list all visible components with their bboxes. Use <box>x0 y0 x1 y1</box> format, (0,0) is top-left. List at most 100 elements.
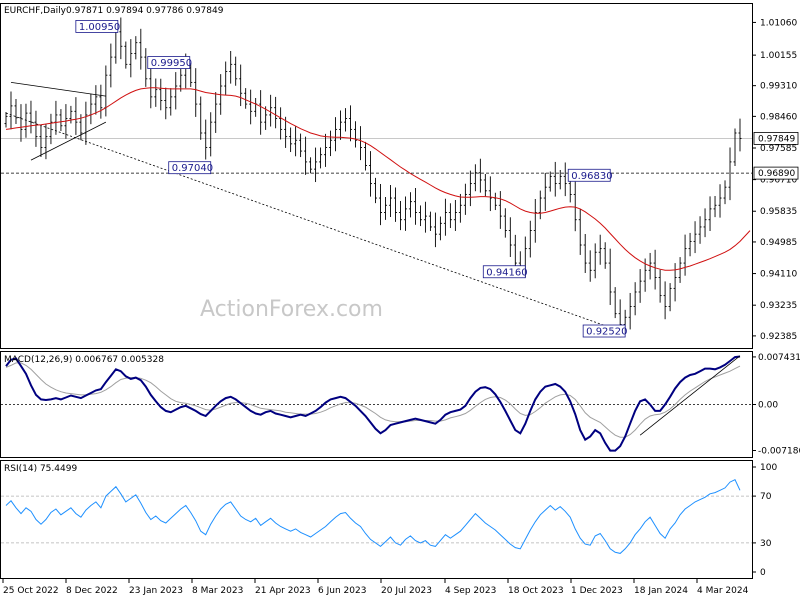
price-bar <box>274 96 278 129</box>
price-tick-label: 0.93235 <box>760 301 797 311</box>
price-bar <box>144 48 148 87</box>
price-bar <box>373 177 377 204</box>
rsi-tick-label: 0 <box>760 568 766 578</box>
triangle-upper-line <box>10 82 106 97</box>
price-bar <box>244 88 248 109</box>
macd-tick-label: 0.00 <box>758 401 778 411</box>
price-tick-label: 0.96710 <box>760 176 797 186</box>
price-bar <box>438 216 442 241</box>
price-bar <box>369 151 373 197</box>
price-bar <box>423 201 427 233</box>
price-bar <box>668 283 672 312</box>
annotation-box <box>567 168 611 182</box>
price-bar <box>708 196 712 231</box>
price-bar <box>109 43 113 88</box>
price-bar <box>154 78 158 107</box>
price-bar <box>129 39 133 78</box>
date-tick-label: 18 Jan 2024 <box>634 586 688 596</box>
price-bar <box>563 162 567 197</box>
price-bar <box>29 100 33 134</box>
annotation: 0.94160 <box>482 265 528 279</box>
price-tick-label: 0.94110 <box>760 270 797 280</box>
date-tick-label: 25 Oct 2022 <box>3 586 59 596</box>
price-bar <box>229 50 233 84</box>
price-bar <box>4 112 8 128</box>
annotation: 0.99950 <box>147 56 192 69</box>
price-bar <box>388 184 392 218</box>
price-bar <box>543 172 547 211</box>
price-bar <box>304 136 308 175</box>
price-bar <box>314 147 318 183</box>
price-bar <box>14 98 18 125</box>
date-tick-label: 18 Oct 2023 <box>508 586 564 596</box>
price-bar <box>688 232 692 257</box>
price-bar <box>698 216 702 244</box>
price-bar <box>433 212 437 248</box>
price-bar <box>628 292 632 330</box>
rsi-panel-frame <box>0 460 753 579</box>
price-bar <box>319 147 323 169</box>
price-bar <box>69 105 73 124</box>
annotation-label: 0.92520 <box>586 327 627 338</box>
price-bar <box>224 61 228 96</box>
price-bar <box>553 161 557 197</box>
price-bar <box>578 208 582 255</box>
date-tick-label: 1 Dec 2023 <box>571 586 623 596</box>
price-bar <box>74 97 78 135</box>
last-price-label-box <box>753 132 799 145</box>
price-bar <box>588 250 592 282</box>
price-bar <box>99 84 103 119</box>
date-tick-label: 8 Mar 2023 <box>192 586 243 596</box>
price-bar <box>378 183 382 226</box>
price-bar <box>134 36 138 60</box>
price-bar <box>334 117 338 152</box>
price-bar <box>413 188 417 225</box>
price-bar <box>693 221 697 254</box>
price-bar <box>209 112 213 157</box>
price-bar <box>593 243 597 279</box>
price-bar <box>289 127 293 153</box>
price-bar <box>538 190 542 220</box>
triangle-lower-line <box>30 121 107 161</box>
price-bar <box>34 110 38 147</box>
annotation-box <box>482 265 526 279</box>
price-bar <box>418 205 422 227</box>
price-bar <box>583 234 587 273</box>
price-bar <box>663 281 667 320</box>
annotation-label: 0.99950 <box>151 58 192 69</box>
ohlc-readout: 0.97871 0.97894 0.97786 0.97849 <box>66 6 224 16</box>
price-bar <box>503 208 507 238</box>
annotation: 0.92520 <box>582 324 628 338</box>
price-bar <box>733 128 737 166</box>
annotation-label: 1.00950 <box>79 22 120 33</box>
price-bar <box>59 109 63 132</box>
price-bar <box>728 147 732 201</box>
price-tick-label: 0.92385 <box>760 332 797 342</box>
annotation-box <box>75 20 119 33</box>
price-bar <box>713 196 717 218</box>
price-bar <box>393 187 397 222</box>
moving-average-line <box>5 87 751 271</box>
price-bar <box>723 180 727 205</box>
rsi-line <box>5 479 741 554</box>
price-bar <box>403 196 407 231</box>
rsi-header: RSI(14) 75.4499 <box>4 464 77 474</box>
macd-header: MACD(12,26,9) 0.006767 0.005328 <box>4 355 164 365</box>
price-bar <box>19 104 23 142</box>
last-price-label: 0.97849 <box>758 134 795 144</box>
date-tick-label: 23 Jan 2023 <box>129 586 183 596</box>
price-bar <box>234 56 238 86</box>
price-bar <box>204 119 208 160</box>
annotation-box <box>147 56 191 69</box>
annotation-box <box>582 324 626 338</box>
price-bar <box>638 269 642 303</box>
price-bar <box>603 242 607 269</box>
price-bar <box>398 200 402 231</box>
price-tick-label: 0.97585 <box>760 144 797 154</box>
price-bar <box>458 193 462 223</box>
price-bar <box>364 141 368 171</box>
price-bar <box>124 41 128 69</box>
rsi-tick-label: 30 <box>760 539 772 549</box>
price-bar <box>299 133 303 158</box>
